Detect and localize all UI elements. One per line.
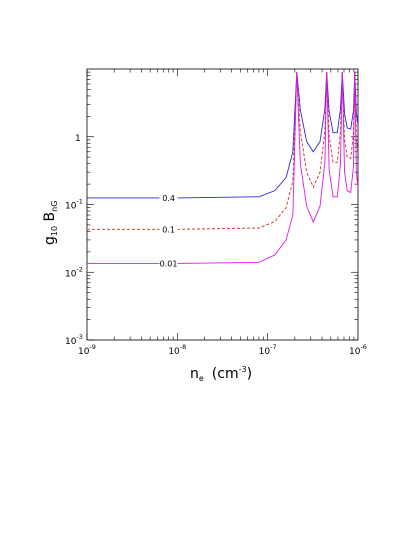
y-tick-label: 10-1	[65, 198, 83, 212]
series-group: 0.4 0.1 0.01	[87, 72, 359, 269]
curve-label: 0.1	[162, 225, 175, 234]
y-tick-label: 1	[75, 134, 81, 144]
x-tick-label: 10-7	[259, 343, 277, 357]
y-tick-label: 10-3	[65, 333, 83, 347]
axis-ticks	[86, 69, 358, 341]
x-axis-title: ne (cm-3)	[190, 365, 252, 383]
curve-label-bg	[159, 258, 178, 269]
curve-label: 0.4	[162, 194, 175, 203]
y-axis-title: g10 BnG	[42, 201, 59, 245]
plot-frame	[86, 68, 359, 341]
series-line-0.4	[87, 72, 359, 199]
x-tick-label: 10-8	[168, 343, 186, 357]
curve-label-bg	[159, 224, 178, 235]
tick-labels: 10-9 10-8 10-7 10-6 10-3 10-2 10-1 1	[65, 134, 367, 357]
series-line-0.01	[87, 72, 359, 264]
x-tick-label: 10-6	[349, 343, 367, 357]
curve-label-bg	[159, 192, 178, 203]
curve-label: 0.01	[160, 259, 178, 268]
series-line-0.1	[87, 72, 359, 230]
x-tick-label: 10-9	[78, 343, 96, 357]
y-tick-label: 10-2	[65, 265, 83, 279]
